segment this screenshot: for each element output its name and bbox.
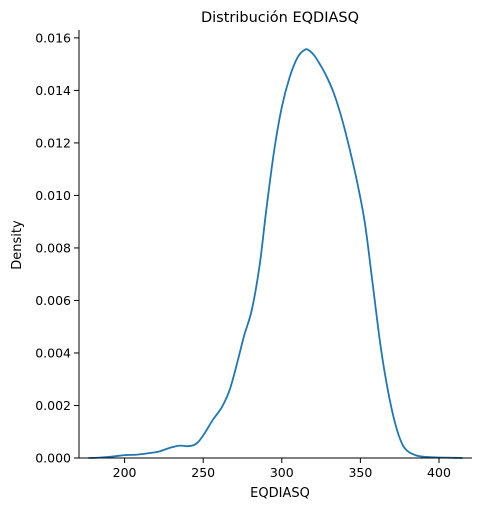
x-axis-ticks: 200 250 300 350 400 xyxy=(113,458,451,480)
y-axis-ticks: 0.000 0.002 0.004 0.006 0.008 0.010 0.012 0.014… xyxy=(35,30,79,466)
y-tick-label: 0.000 xyxy=(35,451,71,466)
y-tick-label: 0.006 xyxy=(35,293,71,308)
y-tick-label: 0.008 xyxy=(35,240,71,255)
chart-title: Distribución EQDIASQ xyxy=(201,10,359,26)
x-axis-label: EQDIASQ xyxy=(250,486,310,501)
y-tick-label: 0.012 xyxy=(35,135,71,150)
y-tick-label: 0.004 xyxy=(35,345,71,360)
y-tick-label: 0.016 xyxy=(35,30,71,45)
y-axis-label: Density xyxy=(10,220,25,270)
x-tick-label: 350 xyxy=(348,465,372,480)
y-tick-label: 0.014 xyxy=(35,83,71,98)
y-tick-label: 0.010 xyxy=(35,188,71,203)
x-tick-label: 200 xyxy=(113,465,137,480)
x-tick-label: 400 xyxy=(427,465,451,480)
plot-area xyxy=(88,48,463,459)
x-tick-label: 250 xyxy=(191,465,215,480)
y-tick-label: 0.002 xyxy=(35,398,71,413)
density-line xyxy=(88,48,463,459)
x-tick-label: 300 xyxy=(270,465,294,480)
